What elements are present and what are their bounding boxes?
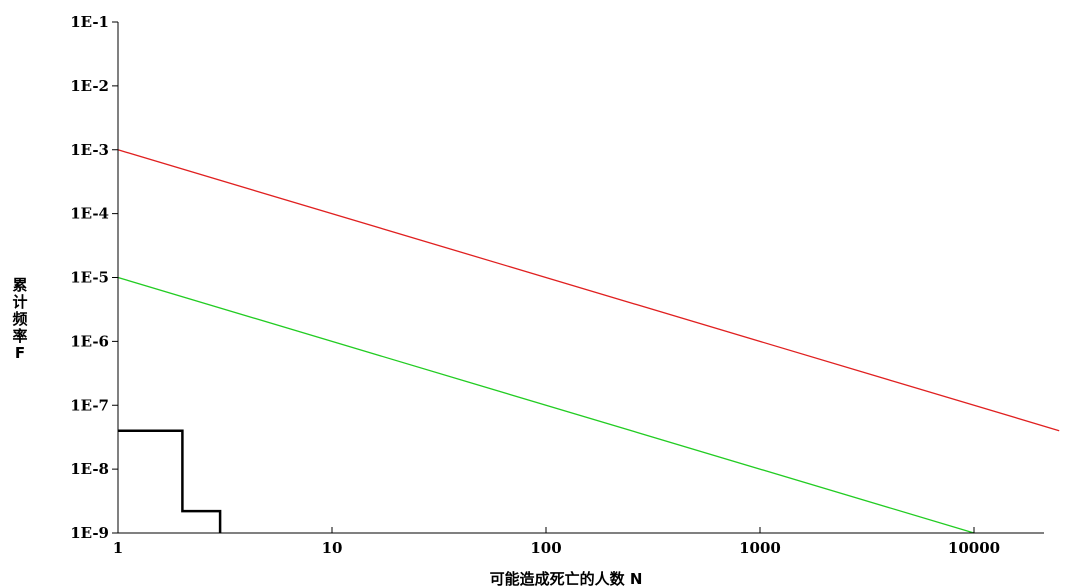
y-axis-title-char-3: 率 bbox=[12, 327, 27, 345]
series-line-2 bbox=[117, 276, 975, 534]
ticks-layer: 1E-1 1E-2 1E-3 1E-4 1E-5 1E-6 1E-7 1E-8 1E-91 10 1… bbox=[70, 13, 1000, 557]
series-layer bbox=[117, 149, 1060, 534]
y-tick-label-6: 1E-7 bbox=[70, 396, 109, 414]
x-tick-label-2: 100 bbox=[530, 539, 561, 557]
x-tick-label-4: 10000 bbox=[948, 539, 1000, 557]
y-tick-label-0: 1E-1 bbox=[70, 13, 109, 31]
y-tick-label-3: 1E-4 bbox=[70, 205, 109, 223]
y-axis-title-char-0: 累 bbox=[12, 276, 27, 294]
y-axis-title-char-4: F bbox=[15, 344, 25, 362]
x-tick-label-0: 1 bbox=[113, 539, 123, 557]
y-tick-label-4: 1E-5 bbox=[70, 269, 109, 287]
axes-layer bbox=[117, 22, 1044, 534]
series-line-3 bbox=[118, 429, 222, 533]
y-tick-label-1: 1E-2 bbox=[70, 77, 109, 95]
x-axis-title: 可能造成死亡的人数 N bbox=[490, 570, 643, 587]
x-tick-label-1: 10 bbox=[322, 539, 343, 557]
y-tick-label-8: 1E-9 bbox=[70, 524, 109, 542]
y-axis-title-char-2: 频 bbox=[12, 310, 27, 328]
x-tick-label-3: 1000 bbox=[739, 539, 781, 557]
series-line-1 bbox=[117, 149, 1060, 432]
y-tick-label-7: 1E-8 bbox=[70, 460, 109, 478]
y-tick-label-2: 1E-3 bbox=[70, 141, 109, 159]
y-axis-title-char-1: 计 bbox=[12, 293, 27, 311]
y-tick-label-5: 1E-6 bbox=[70, 332, 109, 350]
